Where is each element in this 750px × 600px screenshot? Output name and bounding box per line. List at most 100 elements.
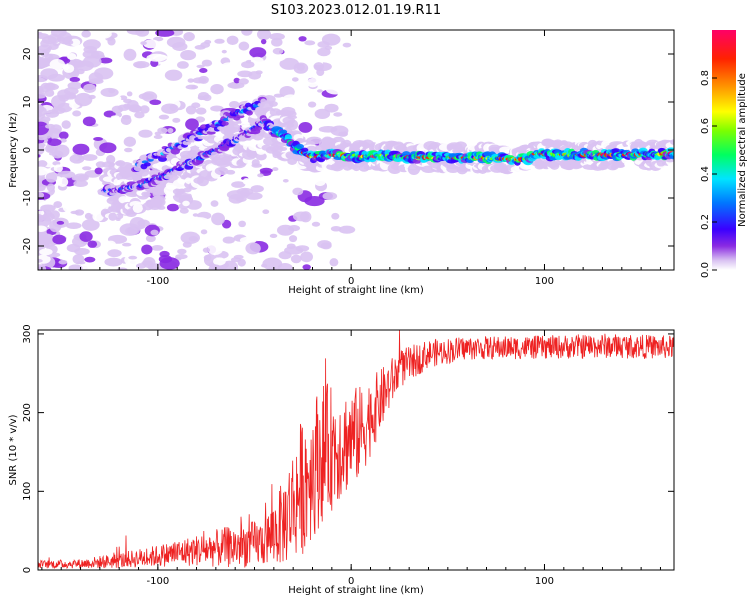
spectral-blob [143,162,151,167]
spectral-blob [38,184,46,192]
spectral-blob [87,240,98,248]
spectral-blob [79,231,93,242]
spectral-blob [186,200,202,210]
spectral-blob [74,195,93,206]
spectral-blob [261,90,270,96]
spectral-blob [124,147,133,153]
spectral-blob [81,30,91,38]
spectral-blob [307,101,317,108]
spectral-blob [317,41,330,48]
spectral-blob [93,137,104,142]
spectral-blob [228,100,240,109]
spectral-blob [53,201,63,208]
spectral-blob [45,123,56,129]
spectral-blob [226,123,241,130]
spectral-blob [117,104,130,111]
spectral-blob [38,56,48,65]
spectral-blob [302,264,311,270]
spectral-blob [38,160,48,168]
spectral-blob [220,62,237,74]
spectral-blob [314,108,331,120]
spectral-blob [238,41,250,51]
spectral-blob [72,143,90,155]
spectral-blob [38,191,45,199]
spectral-blob [338,131,348,137]
spectral-blob [87,206,95,212]
spectral-blob [100,87,119,98]
spectral-blob [38,44,52,52]
snr-y-tick-label: 300 [22,324,33,343]
spectral-blob [333,112,343,117]
spectral-blob [88,72,104,84]
spectral-blob [84,256,96,263]
spectral-blob [211,212,226,226]
spectral-blob [182,200,190,207]
spectral-blob [272,47,284,55]
spectral-blob [46,183,55,192]
spectral-blob [77,261,86,265]
spectral-blob [196,64,205,69]
spectral-blob [167,127,174,134]
spectral-blob [75,193,84,198]
spectral-blob [299,111,315,120]
spectral-blob [187,78,195,83]
spectral-blob [74,92,93,107]
chart-title: S103.2023.012.01.19.R11 [271,3,441,18]
spectral-blob [138,93,154,100]
spectral-blob [122,242,132,247]
snr-y-label: SNR (10 * v/v) [8,414,19,485]
spectral-blob [191,102,201,109]
snr-y-tick-label: 100 [22,482,33,501]
spectral-blob [210,105,224,112]
spectral-blob [69,154,85,164]
spectral-blob [128,255,138,260]
spectral-blob [313,62,324,71]
spectral-blob [151,244,164,251]
spectral-blob [38,93,47,99]
spectral-blob [180,50,197,61]
spectrogram-y-label: Frequency (Hz) [8,112,19,188]
spectral-blob [56,220,65,225]
spectral-blob [82,116,96,127]
spectral-blob [182,187,192,193]
spectral-blob [286,119,299,131]
spectral-blob [110,123,124,133]
spectral-blob [143,39,160,49]
spectral-blob [207,242,224,256]
spectral-blob [195,107,207,115]
spectral-blob [38,105,47,117]
spectral-blob [99,142,117,154]
spectral-blob [667,163,674,169]
spectral-blob [72,110,82,117]
snr-x-label: Height of straight line (km) [288,585,424,596]
spectral-blob [206,130,216,135]
spectral-blob [252,226,269,236]
spectral-blob [172,117,181,123]
spectral-blob [269,233,278,238]
spectral-blob [279,129,288,135]
spectral-blob [203,254,212,261]
spectral-blob [137,219,150,227]
spectral-blob [143,192,151,198]
spectral-blob [164,69,183,81]
spectral-blob [279,57,300,70]
spectral-blob [70,210,79,215]
spectral-blob [292,187,304,196]
spectral-blob [38,258,43,263]
spectral-blob [330,225,342,232]
spectral-blob [38,264,47,270]
spectrogram-x-tick-label: -100 [147,276,170,287]
spectral-blob [141,244,153,255]
colorbar-tick-label: 0.8 [700,70,711,86]
spectral-blob [317,89,323,93]
spectral-blob [221,49,227,54]
spectral-blob [169,104,178,111]
spectrogram-y-tick-label: 20 [22,48,33,61]
spectral-blob [197,196,205,202]
spectral-blob [314,177,326,187]
spectral-blob [117,267,128,270]
spectral-blob [262,209,270,214]
spectral-blob [281,94,300,107]
spectral-blob [175,188,185,193]
spectral-blob [73,179,88,187]
